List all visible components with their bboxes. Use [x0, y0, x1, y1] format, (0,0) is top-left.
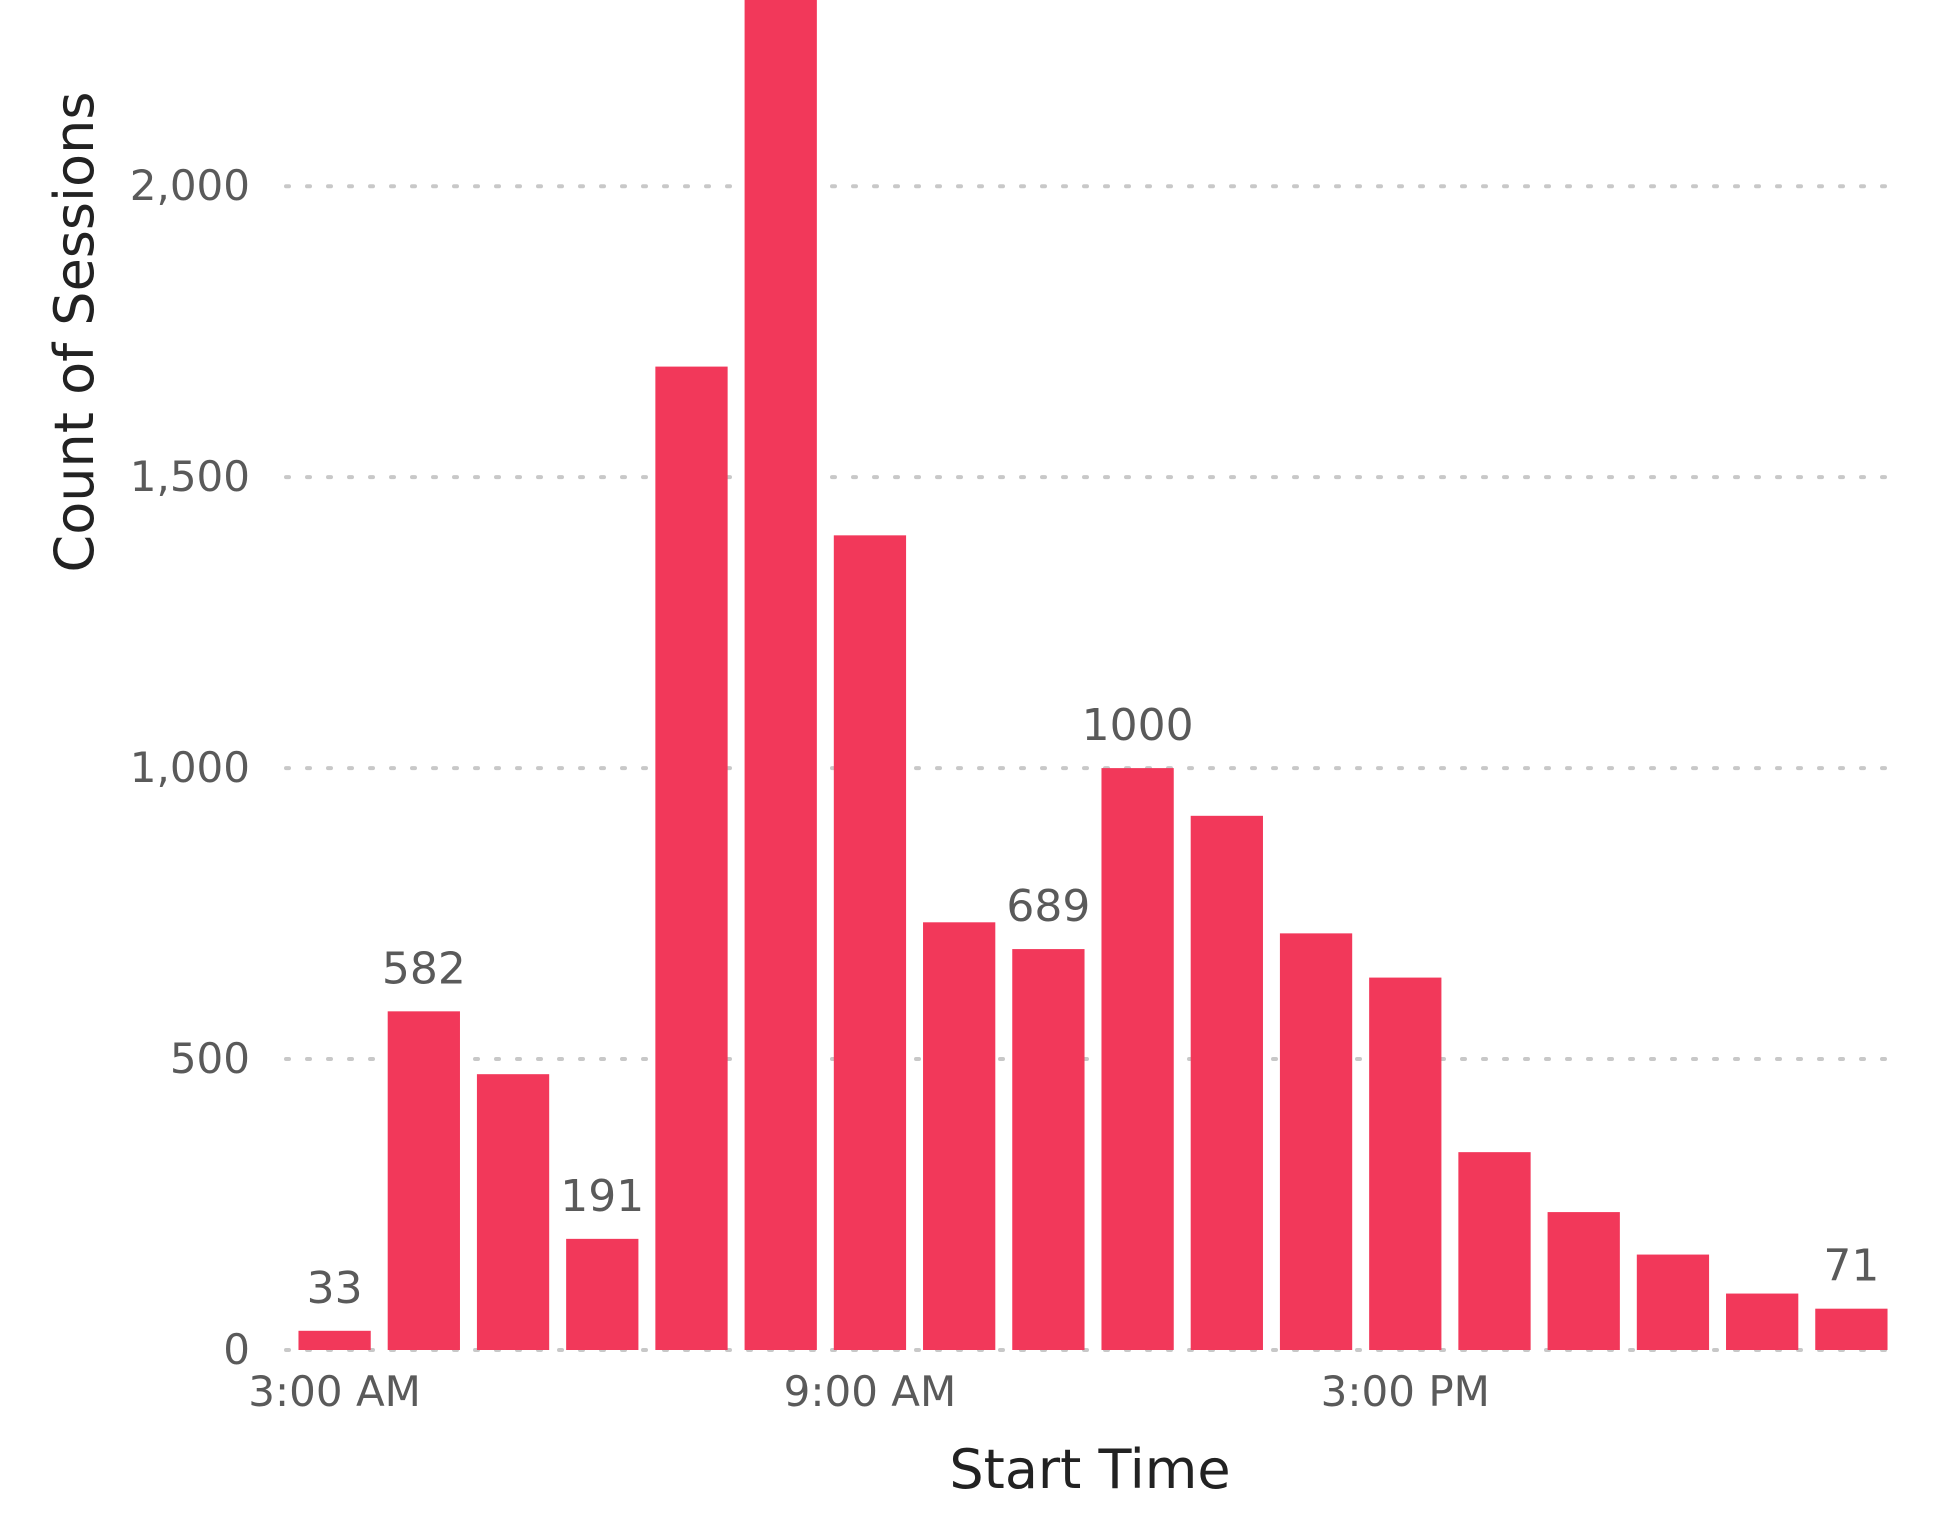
y-tick-label: 1,000: [130, 743, 250, 792]
data-labels: 33 582 191 689 1000 71: [307, 700, 1880, 1314]
bar[interactable]: [476, 1074, 550, 1350]
bar[interactable]: [1815, 1308, 1888, 1350]
bar[interactable]: [1547, 1212, 1620, 1350]
bar[interactable]: [833, 535, 907, 1350]
bar[interactable]: [1101, 768, 1174, 1350]
x-tick-label: 9:00 AM: [784, 1367, 957, 1416]
bar[interactable]: [1369, 977, 1442, 1350]
data-label: 689: [1006, 881, 1090, 932]
bar[interactable]: [387, 1011, 460, 1350]
bar[interactable]: [744, 0, 817, 1351]
y-tick-label: 1,500: [130, 452, 250, 501]
y-tick-label: 2,000: [130, 161, 250, 210]
data-label: 582: [382, 943, 466, 994]
bar[interactable]: [298, 1330, 371, 1350]
bar[interactable]: [1726, 1293, 1799, 1350]
data-label: 1000: [1082, 700, 1194, 751]
x-axis-ticks: 3:00 AM 9:00 AM 3:00 PM: [248, 1367, 1490, 1416]
bar[interactable]: [655, 366, 728, 1350]
bar[interactable]: [566, 1238, 639, 1350]
y-tick-label: 0: [223, 1325, 250, 1374]
data-label: 33: [307, 1263, 363, 1314]
bar[interactable]: [1279, 933, 1353, 1350]
y-axis-title: Count of Sessions: [43, 92, 106, 573]
bar[interactable]: [1190, 815, 1263, 1350]
bar[interactable]: [923, 922, 996, 1350]
x-tick-label: 3:00 AM: [248, 1367, 421, 1416]
bars: [298, 0, 1888, 1351]
data-label: 71: [1823, 1241, 1879, 1292]
y-tick-label: 500: [170, 1034, 250, 1083]
bar[interactable]: [1012, 949, 1085, 1350]
x-tick-label: 3:00 PM: [1321, 1367, 1490, 1416]
bar[interactable]: [1458, 1152, 1531, 1350]
y-axis-ticks: 0 500 1,000 1,500 2,000: [130, 161, 250, 1374]
data-label: 191: [560, 1171, 644, 1222]
x-axis-title: Start Time: [949, 1438, 1230, 1501]
bar[interactable]: [1636, 1254, 1710, 1350]
